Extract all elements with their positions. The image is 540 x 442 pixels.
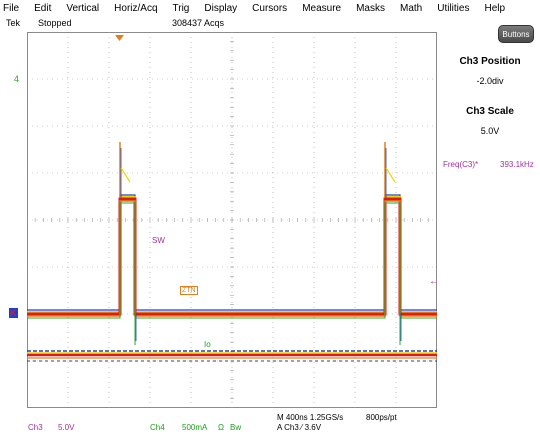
- acquisition-count: 308437 Acqs: [172, 18, 225, 28]
- side-panel: Buttons Ch3 Position -2.0div Ch3 Scale 5…: [440, 22, 540, 422]
- menu-measure[interactable]: Measure: [302, 2, 342, 14]
- menu-trig[interactable]: Trig: [172, 2, 190, 14]
- menu-cursors[interactable]: Cursors: [252, 2, 288, 14]
- ch4-readout-label[interactable]: Ch4: [150, 423, 165, 432]
- ch3-readout-label[interactable]: Ch3: [28, 423, 43, 432]
- menu-vertical[interactable]: Vertical: [66, 2, 100, 14]
- menu-horiz-acq[interactable]: Horiz/Acq: [114, 2, 158, 14]
- ch3-position-value[interactable]: -2.0div: [476, 76, 504, 86]
- trigger-level-arrow: ←: [429, 276, 439, 287]
- buttons-button[interactable]: Buttons: [498, 25, 534, 43]
- io-label: Io: [204, 340, 211, 349]
- sw-label: SW: [152, 236, 165, 245]
- menu-bar: File Edit Vertical Horiz/Acq Trig Displa…: [0, 0, 540, 16]
- trigger-readout[interactable]: A Ch3 ⁄ 3.6V: [277, 423, 322, 432]
- run-state: Stopped: [38, 18, 72, 28]
- status-line: Tek Stopped 308437 Acqs: [0, 17, 440, 31]
- ch3-trace-green-edge: [27, 202, 437, 319]
- ch3-scale-value[interactable]: 5.0V: [480, 126, 500, 136]
- ch4-reference-marker: 4: [14, 74, 20, 84]
- graticule-svg: [27, 32, 437, 408]
- frequency-label: Freq(C3)*: [443, 160, 479, 169]
- menu-help[interactable]: Help: [484, 2, 506, 14]
- bottom-readout: Ch3 5.0V Ch4 500mA Ω Bw M 400ns 1.25GS/s…: [0, 410, 540, 442]
- ch3-ringing: [385, 167, 396, 183]
- brand-label: Tek: [6, 18, 21, 28]
- ch3-ground-marker: K: [9, 308, 18, 318]
- menu-utilities[interactable]: Utilities: [437, 2, 470, 14]
- waveform-traces: [27, 142, 437, 362]
- record-resolution: 800ps/pt: [366, 413, 397, 422]
- trigger-position-marker: [115, 35, 124, 41]
- ch3-scale-title: Ch3 Scale: [466, 106, 514, 117]
- ch4-bandwidth: Bw: [230, 423, 242, 432]
- ch3-position-title: Ch3 Position: [459, 56, 521, 67]
- menu-file[interactable]: File: [3, 2, 20, 14]
- timebase-readout[interactable]: M 400ns 1.25GS/s: [277, 413, 344, 422]
- ch3-readout-scale: 5.0V: [58, 423, 75, 432]
- ch3-trace-red: [27, 197, 437, 316]
- menu-edit[interactable]: Edit: [34, 2, 52, 14]
- ch3-ringing: [120, 167, 131, 183]
- ch4-coupling: Ω: [218, 423, 224, 432]
- waveform-display[interactable]: [27, 32, 437, 408]
- menu-masks[interactable]: Masks: [356, 2, 385, 14]
- ch4-readout-scale: 500mA: [182, 423, 208, 432]
- frequency-measurement: Freq(C3)* 393.1kHz: [443, 160, 534, 169]
- frequency-value: 393.1kHz: [500, 160, 534, 169]
- ch3-trace-yellow: [27, 196, 437, 313]
- menu-math[interactable]: Math: [400, 2, 423, 14]
- ztn-label: ZTN: [180, 286, 198, 295]
- menu-display[interactable]: Display: [204, 2, 238, 14]
